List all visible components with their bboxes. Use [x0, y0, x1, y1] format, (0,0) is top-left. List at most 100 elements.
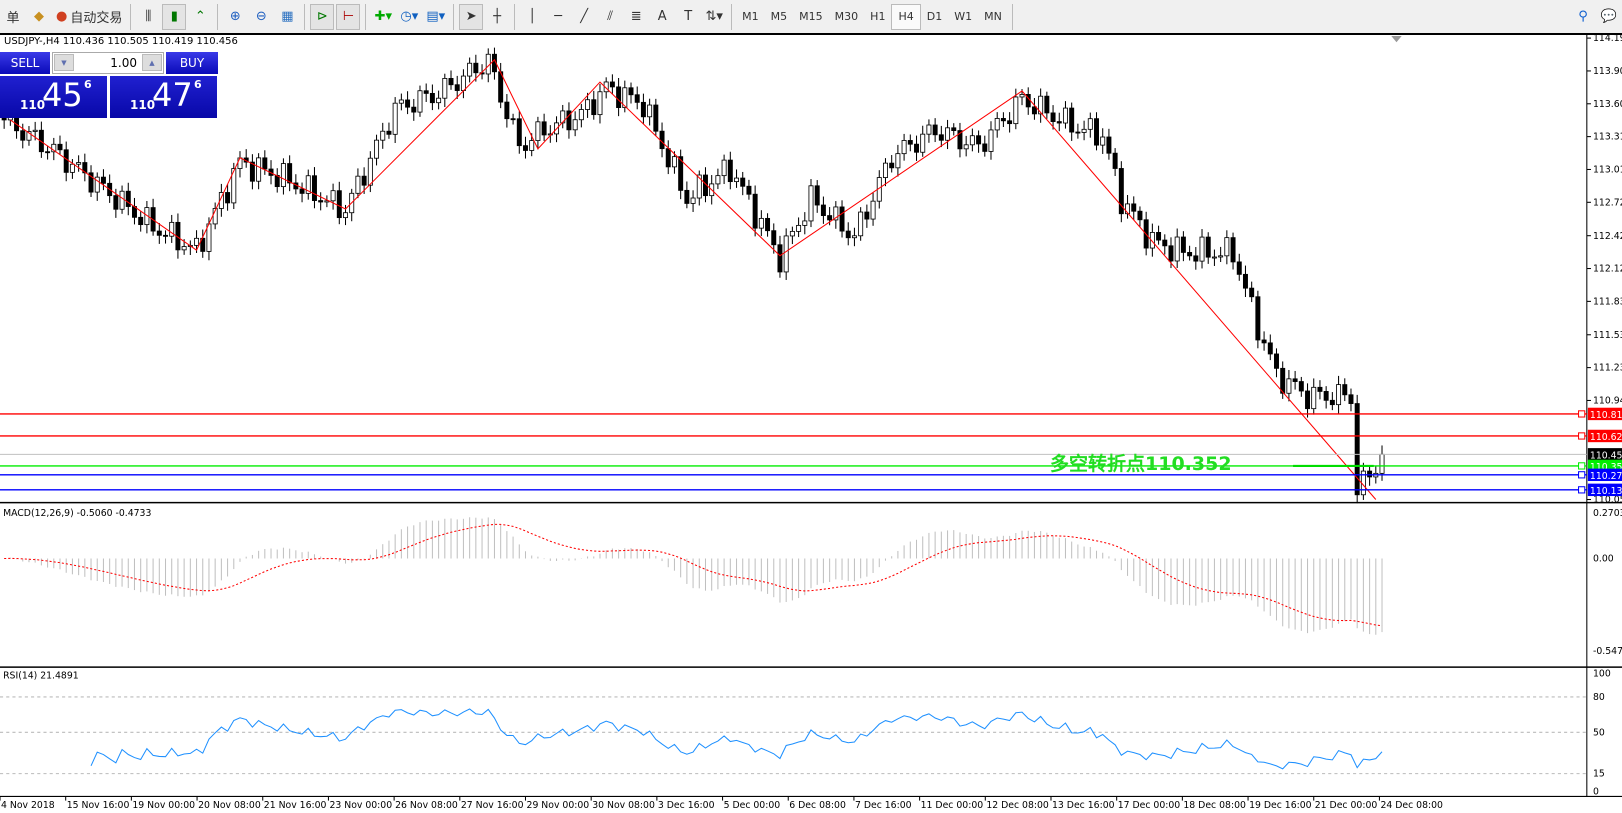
- candle-bear: [566, 110, 572, 131]
- candle-bull: [721, 159, 727, 177]
- candle-bull: [94, 176, 100, 193]
- candle-bear: [20, 130, 26, 141]
- timeframe-m15[interactable]: M15: [799, 10, 823, 23]
- candle-bull: [572, 119, 578, 131]
- buy-price-frac: 6: [194, 78, 202, 91]
- fibonacci-icon[interactable]: ≣: [630, 9, 642, 24]
- candlestick-icon[interactable]: ▮: [162, 3, 187, 30]
- lot-size-input[interactable]: 1.00: [52, 52, 164, 74]
- candle-bull: [603, 81, 609, 93]
- timeframe-h4[interactable]: H4: [891, 3, 921, 30]
- vertical-line-icon[interactable]: │: [528, 9, 537, 24]
- candle-bear: [38, 129, 44, 153]
- line-chart-icon[interactable]: ⌃: [194, 9, 206, 24]
- candle-bear: [1236, 261, 1242, 275]
- arrows-icon[interactable]: ⇅▾: [705, 9, 723, 24]
- timeframe-w1[interactable]: W1: [954, 10, 973, 23]
- candle-bear: [1317, 386, 1323, 392]
- equidistant-channel-icon[interactable]: ⫽: [607, 9, 614, 24]
- text-icon[interactable]: A: [657, 9, 667, 24]
- auto-trading-icon: ●: [56, 9, 68, 24]
- metaeditor-icon[interactable]: ◆: [34, 9, 44, 24]
- candle-bull: [529, 140, 535, 151]
- candle-bull: [1224, 237, 1230, 257]
- timeframe-m1[interactable]: M1: [742, 10, 759, 23]
- chat-icon[interactable]: 💬: [1600, 9, 1618, 24]
- bar-chart-icon[interactable]: ⫼: [145, 9, 152, 24]
- candle-bear: [889, 162, 895, 169]
- price-tick-label: 113.605: [1593, 99, 1622, 110]
- auto-scroll-icon[interactable]: ⊳: [310, 3, 335, 30]
- candle-bear: [1280, 367, 1286, 394]
- tile-windows-icon[interactable]: ▦: [281, 9, 294, 24]
- candle-bull: [144, 207, 150, 226]
- zoom-in-icon[interactable]: ⊕: [229, 9, 241, 24]
- candle-bear: [318, 200, 324, 203]
- sell-price[interactable]: 110 45 6: [0, 76, 107, 118]
- buy-button[interactable]: BUY: [166, 52, 218, 74]
- candle-bear: [839, 206, 845, 232]
- periods-clock-icon[interactable]: ◷▾: [400, 9, 419, 24]
- search-icon[interactable]: ⚲: [1578, 9, 1588, 24]
- rsi-tick-label: 15: [1593, 769, 1605, 780]
- candle-bear: [1292, 378, 1298, 382]
- separator: [1011, 3, 1013, 30]
- candle-bear: [1162, 239, 1168, 247]
- timeframe-mn[interactable]: MN: [984, 10, 1002, 23]
- candle-bull: [218, 192, 224, 209]
- timeframe-m30[interactable]: M30: [834, 10, 859, 23]
- candle-bull: [330, 190, 336, 202]
- candle-bull: [417, 90, 423, 113]
- candle-bull: [1062, 107, 1068, 124]
- buy-price[interactable]: 110 47 6: [110, 76, 217, 118]
- time-label: 21 Nov 16:00: [264, 800, 327, 811]
- cursor-icon[interactable]: ➤: [459, 3, 484, 30]
- timeframe-d1[interactable]: D1: [926, 10, 943, 23]
- candle-bear: [827, 215, 833, 221]
- level-handle: [1578, 486, 1586, 494]
- time-label: 27 Nov 16:00: [461, 800, 524, 811]
- time-label: 3 Dec 16:00: [658, 800, 715, 811]
- templates-icon[interactable]: ▤▾: [426, 9, 446, 24]
- candle-bull: [734, 177, 740, 183]
- candle-bear: [628, 87, 634, 96]
- candle-bull: [76, 162, 82, 165]
- horizontal-line-icon[interactable]: ─: [554, 9, 563, 24]
- lot-increase-button[interactable]: ▲: [142, 54, 162, 71]
- candle-bear: [609, 81, 615, 88]
- chart-shift-icon[interactable]: ⊢: [336, 3, 361, 30]
- candle-bear: [454, 84, 460, 91]
- sell-button[interactable]: SELL: [0, 52, 50, 74]
- candle-bear: [907, 140, 913, 145]
- timeframe-h1[interactable]: H1: [870, 10, 886, 23]
- indicators-icon[interactable]: ✚▾: [374, 9, 393, 24]
- time-label: 19 Nov 00:00: [132, 800, 195, 811]
- time-label: 21 Dec 00:00: [1315, 800, 1378, 811]
- candle-bull: [690, 197, 696, 204]
- crosshair-icon[interactable]: ┼: [493, 9, 502, 24]
- text-label-icon[interactable]: T: [684, 9, 693, 24]
- rsi-tick-label: 100: [1593, 668, 1611, 679]
- level-handle: [1578, 462, 1586, 470]
- candle-bear: [1249, 287, 1255, 298]
- price-tick-label: 113.310: [1593, 132, 1622, 143]
- candle-bull: [460, 75, 466, 91]
- candle-bull: [597, 91, 603, 116]
- candle-bear: [665, 148, 671, 168]
- auto-trading-label: 自动交易: [70, 11, 123, 26]
- candle-bear: [504, 101, 510, 120]
- trendline-icon[interactable]: ╱: [580, 9, 589, 24]
- candle-bull: [833, 206, 839, 221]
- candle-bear: [1069, 107, 1075, 133]
- chart-area[interactable]: 114.195 113.900 113.605 113.310 113.015 112.7…: [0, 35, 1622, 813]
- candle-bear: [746, 185, 752, 195]
- lot-decrease-button[interactable]: ▼: [54, 54, 74, 71]
- candle-bull: [1149, 232, 1155, 249]
- candle-bull: [783, 235, 789, 273]
- timeframe-m5[interactable]: M5: [770, 10, 788, 23]
- candle-bull: [808, 185, 814, 222]
- auto-trading-button[interactable]: ● 自动交易: [53, 4, 125, 30]
- zoom-out-icon[interactable]: ⊖: [255, 9, 267, 24]
- candle-bear: [777, 244, 783, 273]
- level-handle: [1578, 432, 1586, 440]
